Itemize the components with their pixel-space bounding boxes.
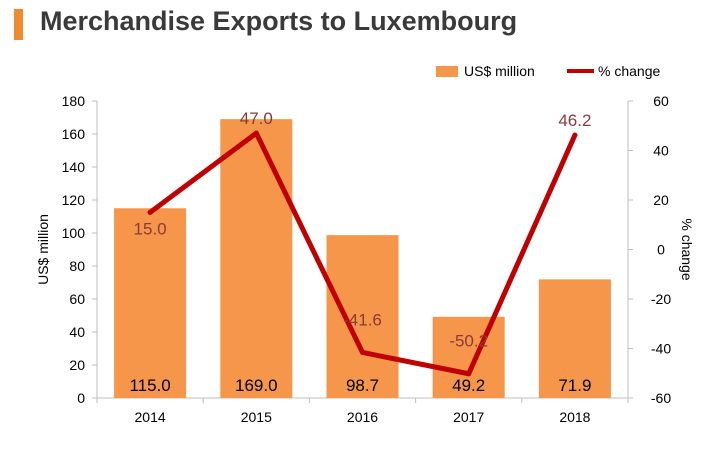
y-tick-label: 20: [69, 357, 85, 373]
legend-line-label: % change: [598, 63, 660, 79]
y2-tick-label: 0: [657, 242, 665, 258]
y2-axis-title: % change: [679, 218, 695, 280]
bar-value-label: 98.7: [346, 376, 379, 395]
y-tick-label: 140: [62, 159, 86, 175]
y-tick-label: 160: [62, 126, 86, 142]
x-tick-label: 2016: [347, 409, 378, 425]
bar: [326, 235, 399, 398]
y-tick-label: 120: [62, 192, 86, 208]
line-point: [466, 371, 472, 377]
line-value-label: -41.6: [343, 310, 382, 329]
axes: 0 20 40 60 80 100 120 140 160 180 -60 -40 -20 0 20 40 60…: [62, 93, 672, 425]
bar-value-label: 49.2: [452, 376, 485, 395]
y2-tick-label: -60: [651, 390, 671, 406]
bar-value-label: 169.0: [235, 376, 278, 395]
line-labels: 15.0 47.0 -41.6 -50.2 46.2: [134, 109, 592, 351]
line-point: [360, 349, 365, 355]
bar: [538, 279, 611, 398]
x-tick-label: 2015: [241, 409, 272, 425]
y-tick-label: 60: [69, 291, 85, 307]
bar-labels: 115.0 169.0 98.7 49.2 71.9: [129, 376, 591, 395]
y-tick-label: 80: [69, 258, 85, 274]
y2-tick-label: 20: [653, 192, 669, 208]
bar-value-label: 71.9: [558, 376, 591, 395]
legend-bar-label: US$ million: [464, 63, 535, 79]
legend: US$ million % change: [436, 63, 660, 79]
y2-tick-label: -20: [651, 291, 671, 307]
bar-value-label: 115.0: [129, 376, 170, 395]
chart-title: Merchandise Exports to Luxembourg: [40, 6, 518, 36]
bar: [432, 316, 505, 398]
y2-tick-label: -40: [651, 341, 671, 357]
line-value-label: -50.2: [449, 332, 488, 351]
y-tick-label: 0: [77, 390, 85, 406]
x-tick-label: 2017: [453, 409, 484, 425]
y-tick-label: 40: [69, 324, 85, 340]
line-layer: [147, 130, 578, 377]
line-value-label: 15.0: [134, 219, 167, 238]
y-tick-label: 100: [62, 225, 86, 241]
line-point: [253, 130, 259, 136]
y-axis-title: US$ million: [35, 214, 51, 285]
title-accent-bar: [14, 9, 23, 40]
x-tick-label: 2014: [135, 409, 166, 425]
line-value-label: 47.0: [240, 109, 273, 128]
y2-tick-label: 40: [653, 143, 669, 159]
line-value-label: 46.2: [558, 111, 591, 130]
y2-tick-label: 60: [653, 93, 669, 109]
legend-bar-swatch: [436, 66, 458, 77]
y-tick-label: 180: [62, 93, 86, 109]
line-point: [147, 209, 153, 215]
line-point: [572, 132, 578, 138]
bar: [114, 208, 187, 398]
bars: [114, 119, 611, 399]
x-tick-label: 2018: [559, 409, 590, 425]
bar: [220, 119, 293, 399]
